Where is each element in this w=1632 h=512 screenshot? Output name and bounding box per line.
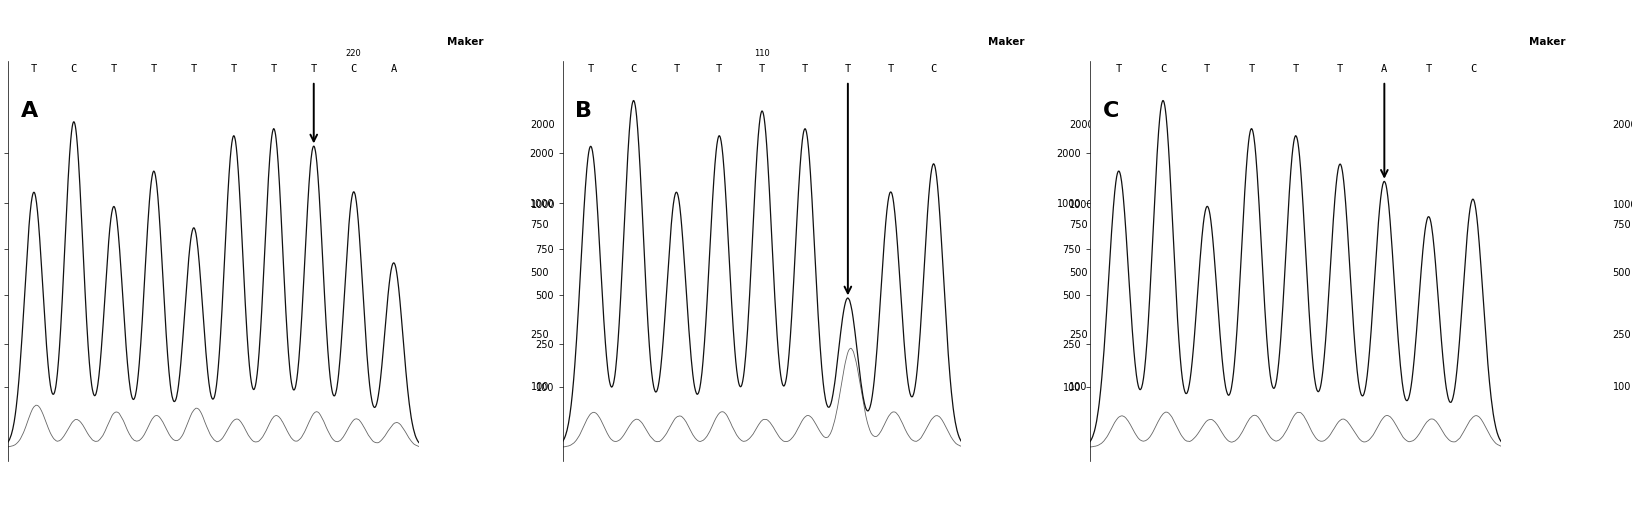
Text: Maker: Maker: [1529, 37, 1567, 48]
Text: 100: 100: [1069, 382, 1087, 392]
Text: A: A: [1381, 64, 1387, 74]
Text: T: T: [759, 64, 765, 74]
Text: T: T: [1116, 64, 1121, 74]
Text: Maker: Maker: [987, 37, 1025, 48]
Text: 750: 750: [1069, 220, 1087, 230]
Text: A: A: [21, 101, 38, 121]
Text: T: T: [1293, 64, 1299, 74]
Text: 2000: 2000: [530, 120, 555, 131]
Text: T: T: [191, 64, 197, 74]
Text: A: A: [390, 64, 397, 74]
Text: C: C: [1103, 101, 1120, 121]
Text: Maker: Maker: [447, 37, 485, 48]
Text: T: T: [310, 64, 317, 74]
Text: 250: 250: [1612, 330, 1630, 340]
Text: T: T: [716, 64, 723, 74]
Text: 100: 100: [530, 382, 548, 392]
Text: T: T: [674, 64, 679, 74]
Text: T: T: [31, 64, 38, 74]
Text: T: T: [271, 64, 277, 74]
Text: 500: 500: [530, 268, 548, 278]
Text: 220: 220: [346, 49, 362, 58]
Text: 100: 100: [1612, 382, 1630, 392]
Text: C: C: [351, 64, 357, 74]
Text: T: T: [845, 64, 850, 74]
Text: C: C: [1160, 64, 1167, 74]
Text: C: C: [70, 64, 77, 74]
Text: T: T: [888, 64, 894, 74]
Text: 250: 250: [530, 330, 548, 340]
Text: T: T: [111, 64, 118, 74]
Text: T: T: [1248, 64, 1255, 74]
Text: T: T: [1425, 64, 1431, 74]
Bar: [966, 209, 1056, 222]
Text: 1000: 1000: [1612, 200, 1632, 210]
Text: T: T: [230, 64, 237, 74]
Text: 2000: 2000: [1069, 120, 1093, 131]
Text: 500: 500: [1612, 268, 1630, 278]
Text: T: T: [1204, 64, 1211, 74]
Text: 2000: 2000: [1612, 120, 1632, 131]
Text: C: C: [930, 64, 937, 74]
Text: T: T: [150, 64, 157, 74]
Text: 750: 750: [1612, 220, 1630, 230]
Text: T: T: [1337, 64, 1343, 74]
Bar: [424, 209, 517, 222]
Text: C: C: [630, 64, 636, 74]
Text: 1000: 1000: [1069, 200, 1093, 210]
Text: 250: 250: [1069, 330, 1087, 340]
Text: 110: 110: [754, 49, 770, 58]
Text: T: T: [588, 64, 594, 74]
Text: C: C: [1470, 64, 1475, 74]
Text: B: B: [574, 101, 592, 121]
Text: T: T: [801, 64, 808, 74]
Text: 750: 750: [530, 220, 548, 230]
Text: 1000: 1000: [530, 200, 555, 210]
Text: 500: 500: [1069, 268, 1087, 278]
